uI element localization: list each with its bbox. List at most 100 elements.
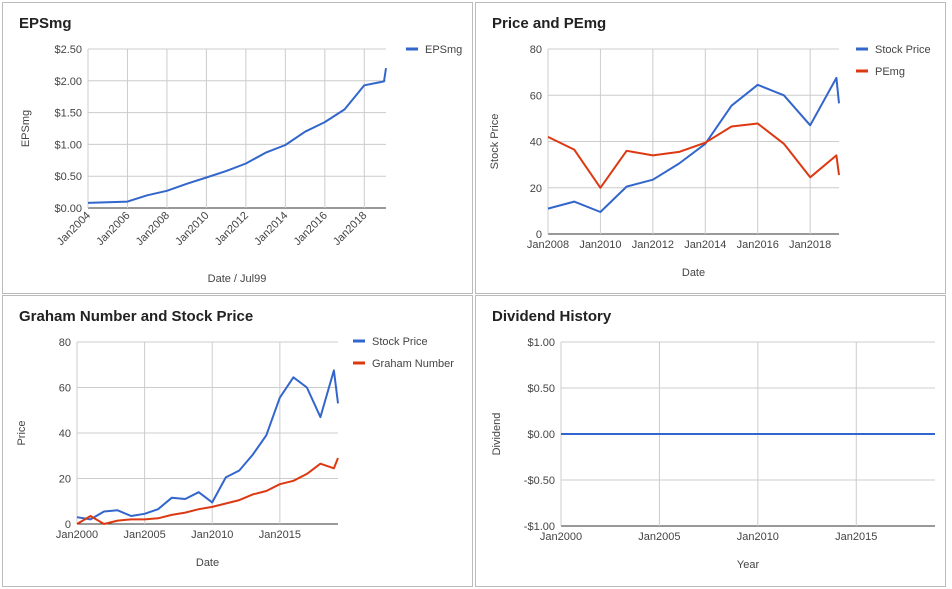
- data-point: [837, 173, 841, 177]
- x-tick-label: Jan2014: [684, 239, 726, 251]
- data-point: [730, 124, 734, 128]
- x-tick-label: Jan2010: [737, 531, 779, 543]
- data-point: [677, 150, 681, 154]
- data-point: [291, 375, 295, 379]
- data-point: [106, 200, 110, 204]
- data-point: [782, 93, 786, 97]
- data-point: [336, 456, 340, 460]
- data-point: [572, 200, 576, 204]
- data-point: [75, 522, 79, 526]
- data-point: [651, 178, 655, 182]
- data-point: [183, 497, 187, 501]
- data-point: [598, 210, 602, 214]
- y-axis-title: Stock Price: [489, 114, 501, 170]
- x-tick-label: Jan2005: [124, 529, 166, 541]
- data-point: [210, 505, 214, 509]
- legend-label: Stock Price: [372, 336, 428, 348]
- eps-chart-panel: EPSmg $0.00 $0.50 $1.00 $1.50 $2.00 $2.50 Jan2…: [2, 2, 473, 294]
- y-tick-label: 20: [59, 474, 71, 486]
- data-point: [185, 182, 189, 186]
- y-tick-label: $2.00: [54, 76, 82, 88]
- data-point: [237, 498, 241, 502]
- x-tick-label: Jan2010: [173, 210, 211, 248]
- data-point: [224, 169, 228, 173]
- data-point: [125, 200, 129, 204]
- x-tick-label: Jan2010: [191, 529, 233, 541]
- y-tick-label: $0.50: [54, 171, 82, 183]
- data-point: [305, 386, 309, 390]
- data-point: [559, 432, 563, 436]
- x-tick-label: Jan2004: [55, 210, 93, 248]
- y-tick-label: 20: [530, 183, 542, 195]
- y-tick-label: 60: [59, 383, 71, 395]
- x-axis-title: Date: [196, 557, 219, 569]
- x-tick-label: Jan2008: [527, 239, 569, 251]
- y-tick-label: $2.50: [54, 44, 82, 56]
- data-point: [278, 396, 282, 400]
- data-point: [116, 508, 120, 512]
- data-point: [129, 517, 133, 521]
- data-point: [625, 185, 629, 189]
- data-point: [86, 201, 90, 205]
- data-point: [332, 368, 336, 372]
- data-point: [116, 519, 120, 523]
- data-point: [384, 66, 388, 70]
- y-tick-label: 40: [59, 428, 71, 440]
- data-point: [323, 120, 327, 124]
- legend-label: Stock Price: [875, 44, 931, 56]
- data-point: [291, 479, 295, 483]
- data-point: [244, 161, 248, 165]
- data-point: [143, 517, 147, 521]
- y-tick-label: $1.00: [527, 337, 555, 349]
- y-tick-label: -$1.00: [524, 521, 555, 533]
- data-point: [677, 161, 681, 165]
- series-line-2: [547, 122, 840, 189]
- x-tick-label: Jan2014: [252, 210, 290, 248]
- data-point: [129, 514, 133, 518]
- data-point: [145, 193, 149, 197]
- data-point: [264, 151, 268, 155]
- chart-title: EPSmg: [19, 15, 72, 32]
- x-tick-label: Jan2000: [56, 529, 98, 541]
- data-point: [197, 507, 201, 511]
- data-point: [251, 453, 255, 457]
- data-point: [756, 121, 760, 125]
- data-point: [204, 175, 208, 179]
- data-point: [156, 516, 160, 520]
- series-line-1: [76, 369, 339, 521]
- x-tick-label: Jan2015: [259, 529, 301, 541]
- x-tick-label: Jan2000: [540, 531, 582, 543]
- y-tick-label: $0.50: [527, 383, 555, 395]
- series-line-1: [547, 76, 840, 213]
- data-point: [318, 462, 322, 466]
- series-line-1: [87, 67, 387, 204]
- data-point: [102, 509, 106, 513]
- data-point: [782, 142, 786, 146]
- data-point: [808, 123, 812, 127]
- data-point: [625, 149, 629, 153]
- data-point: [264, 433, 268, 437]
- x-axis-title: Date: [682, 267, 705, 279]
- data-point: [336, 401, 340, 405]
- data-point: [572, 148, 576, 152]
- chart-title: Graham Number and Stock Price: [19, 308, 254, 325]
- data-point: [332, 466, 336, 470]
- x-tick-label: Jan2012: [632, 239, 674, 251]
- y-tick-label: 0: [65, 519, 71, 531]
- data-point: [598, 186, 602, 190]
- data-point: [651, 153, 655, 157]
- x-tick-label: Jan2018: [331, 210, 369, 248]
- x-tick-label: Jan2006: [94, 210, 132, 248]
- series-line-2: [76, 457, 339, 525]
- data-point: [183, 511, 187, 515]
- data-point: [343, 107, 347, 111]
- chart-title: Price and PEmg: [492, 15, 607, 32]
- data-point: [170, 496, 174, 500]
- data-point: [224, 502, 228, 506]
- data-point: [283, 143, 287, 147]
- data-point: [756, 83, 760, 87]
- y-tick-label: 80: [59, 337, 71, 349]
- y-tick-label: 40: [530, 137, 542, 149]
- x-tick-label: Jan2012: [213, 210, 251, 248]
